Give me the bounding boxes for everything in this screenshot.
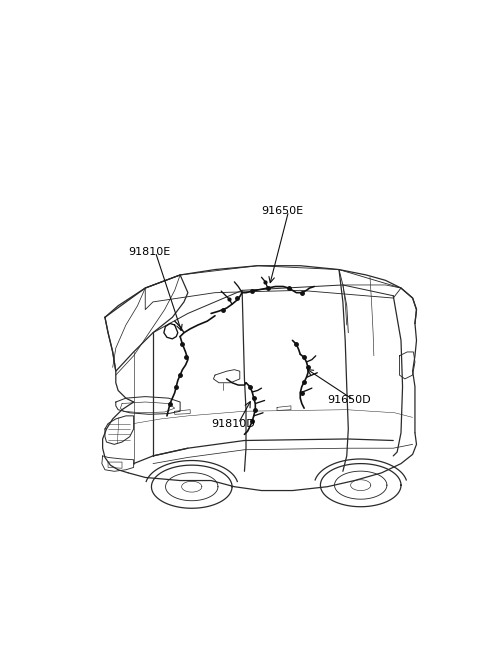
Text: 91810D: 91810D — [211, 419, 255, 428]
Text: 91810E: 91810E — [128, 247, 170, 257]
Text: 91650D: 91650D — [327, 396, 371, 405]
Text: 91650E: 91650E — [262, 206, 304, 216]
